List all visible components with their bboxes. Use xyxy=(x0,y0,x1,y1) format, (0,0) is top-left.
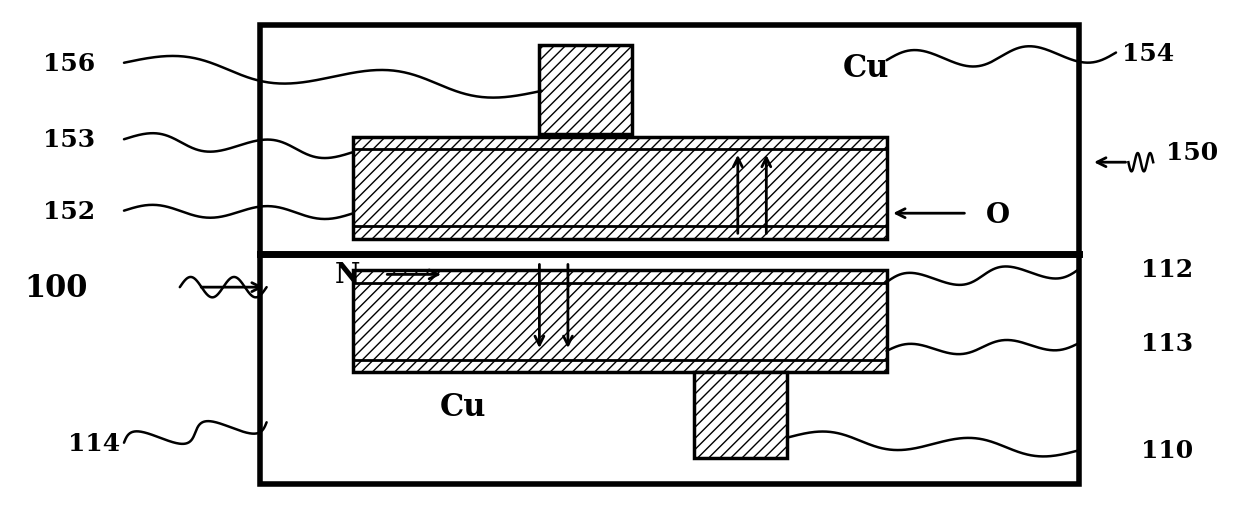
Text: 113: 113 xyxy=(1141,331,1193,356)
Text: O: O xyxy=(986,202,1009,228)
Bar xyxy=(353,137,887,239)
Text: Cu: Cu xyxy=(440,392,486,422)
Text: 154: 154 xyxy=(1122,41,1174,66)
Bar xyxy=(694,373,787,458)
Bar xyxy=(353,271,887,373)
Text: 156: 156 xyxy=(43,51,95,76)
Text: 100: 100 xyxy=(25,272,88,303)
Text: 152: 152 xyxy=(43,199,95,223)
Text: 112: 112 xyxy=(1141,258,1193,282)
Text: Cu: Cu xyxy=(843,53,889,84)
Text: 114: 114 xyxy=(68,431,120,455)
Text: N: N xyxy=(335,262,360,288)
Text: 150: 150 xyxy=(1166,140,1218,165)
Bar xyxy=(539,46,632,135)
Text: 153: 153 xyxy=(43,128,95,152)
Text: 110: 110 xyxy=(1141,438,1193,463)
Bar xyxy=(260,25,1079,484)
